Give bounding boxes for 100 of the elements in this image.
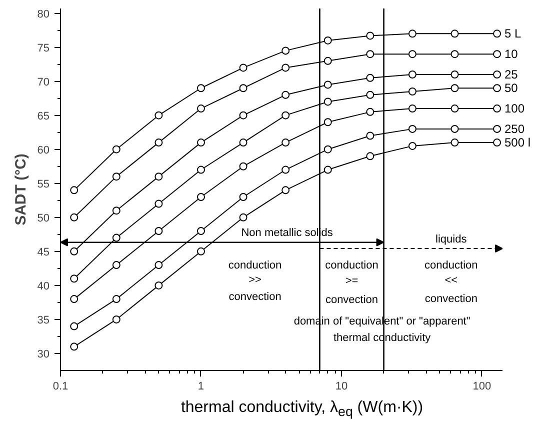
point — [112, 145, 120, 154]
annotation: convection — [325, 294, 378, 306]
point — [196, 247, 205, 256]
point — [112, 315, 120, 324]
y-tick-label: 55 — [37, 178, 50, 190]
point — [450, 30, 459, 38]
point — [450, 70, 459, 78]
point — [324, 118, 332, 126]
point — [493, 70, 502, 78]
point — [282, 64, 290, 72]
point — [112, 295, 120, 304]
point — [239, 138, 248, 147]
y-tick-label: 70 — [37, 76, 50, 88]
annotation: conduction — [228, 260, 282, 272]
point — [196, 84, 205, 92]
point — [70, 295, 78, 304]
point — [366, 90, 374, 99]
point — [408, 124, 416, 133]
point — [239, 84, 248, 92]
point — [112, 234, 120, 242]
point — [366, 132, 374, 140]
annotation: conduction — [325, 260, 378, 272]
series-label: 500 l — [504, 136, 531, 150]
point — [282, 46, 290, 55]
y-tick-label: 40 — [37, 280, 50, 292]
point — [493, 84, 502, 92]
series-label: 100 — [504, 102, 525, 116]
point — [282, 90, 290, 99]
point — [239, 192, 248, 201]
point — [154, 281, 163, 290]
point — [154, 261, 163, 270]
point — [196, 227, 205, 235]
y-tick-label: 60 — [37, 144, 50, 156]
point — [239, 64, 248, 72]
point — [450, 124, 459, 133]
point — [112, 206, 120, 215]
annotation: liquids — [436, 234, 468, 246]
y-tick-label: 45 — [37, 246, 50, 258]
x-tick-label: 0.1 — [52, 380, 68, 392]
point — [196, 104, 205, 113]
point — [450, 84, 459, 92]
x-tick-label: 10 — [335, 380, 348, 392]
point — [112, 172, 120, 181]
point — [450, 104, 459, 113]
point — [154, 200, 163, 208]
point — [408, 88, 416, 96]
point — [324, 145, 332, 154]
point — [154, 172, 163, 181]
y-tick-label: 50 — [37, 212, 50, 224]
point — [408, 104, 416, 113]
annotation: conduction — [424, 260, 478, 272]
y-tick-label: 35 — [37, 314, 50, 326]
point — [493, 104, 502, 113]
series-label: 5 L — [504, 26, 522, 41]
point — [154, 111, 163, 120]
point — [70, 186, 78, 194]
x-axis-title: thermal conductivity, λ$_{eq}$ (W(m·K)) — [180, 398, 424, 422]
point — [493, 124, 502, 133]
point — [239, 213, 248, 222]
point — [493, 138, 502, 147]
point — [196, 138, 205, 147]
point — [196, 192, 205, 201]
point — [450, 50, 459, 58]
point — [408, 50, 416, 58]
series-label: 50 — [504, 81, 518, 96]
point — [493, 50, 502, 58]
annotation: >= — [345, 275, 358, 288]
point — [366, 108, 374, 116]
annotation: convection — [228, 291, 282, 304]
y-tick-label: 65 — [37, 110, 50, 122]
point — [366, 32, 374, 40]
y-tick-label: 30 — [37, 348, 50, 360]
annotation: << — [444, 274, 458, 287]
series-label: 25 — [504, 68, 518, 82]
point — [282, 111, 290, 120]
point — [196, 166, 205, 174]
point — [154, 227, 163, 235]
y-tick-label: 75 — [37, 42, 50, 54]
series-label: 250 — [504, 122, 525, 136]
point — [408, 30, 416, 38]
y-tick-label: 80 — [37, 8, 50, 20]
y-axis-title: SADT (°C) — [12, 154, 30, 226]
point — [324, 166, 332, 174]
point — [324, 56, 332, 65]
point — [366, 152, 374, 160]
annotation: >> — [248, 274, 262, 286]
point — [282, 186, 290, 194]
series-label: 10 — [504, 47, 518, 62]
point — [324, 98, 332, 106]
point — [450, 138, 459, 147]
point — [324, 80, 332, 89]
point — [70, 322, 78, 330]
point — [282, 138, 290, 147]
point — [239, 111, 248, 120]
annotation: convection — [424, 293, 478, 306]
point — [70, 274, 78, 283]
point — [239, 162, 248, 170]
point — [408, 142, 416, 150]
point — [493, 30, 502, 38]
point — [70, 213, 78, 222]
